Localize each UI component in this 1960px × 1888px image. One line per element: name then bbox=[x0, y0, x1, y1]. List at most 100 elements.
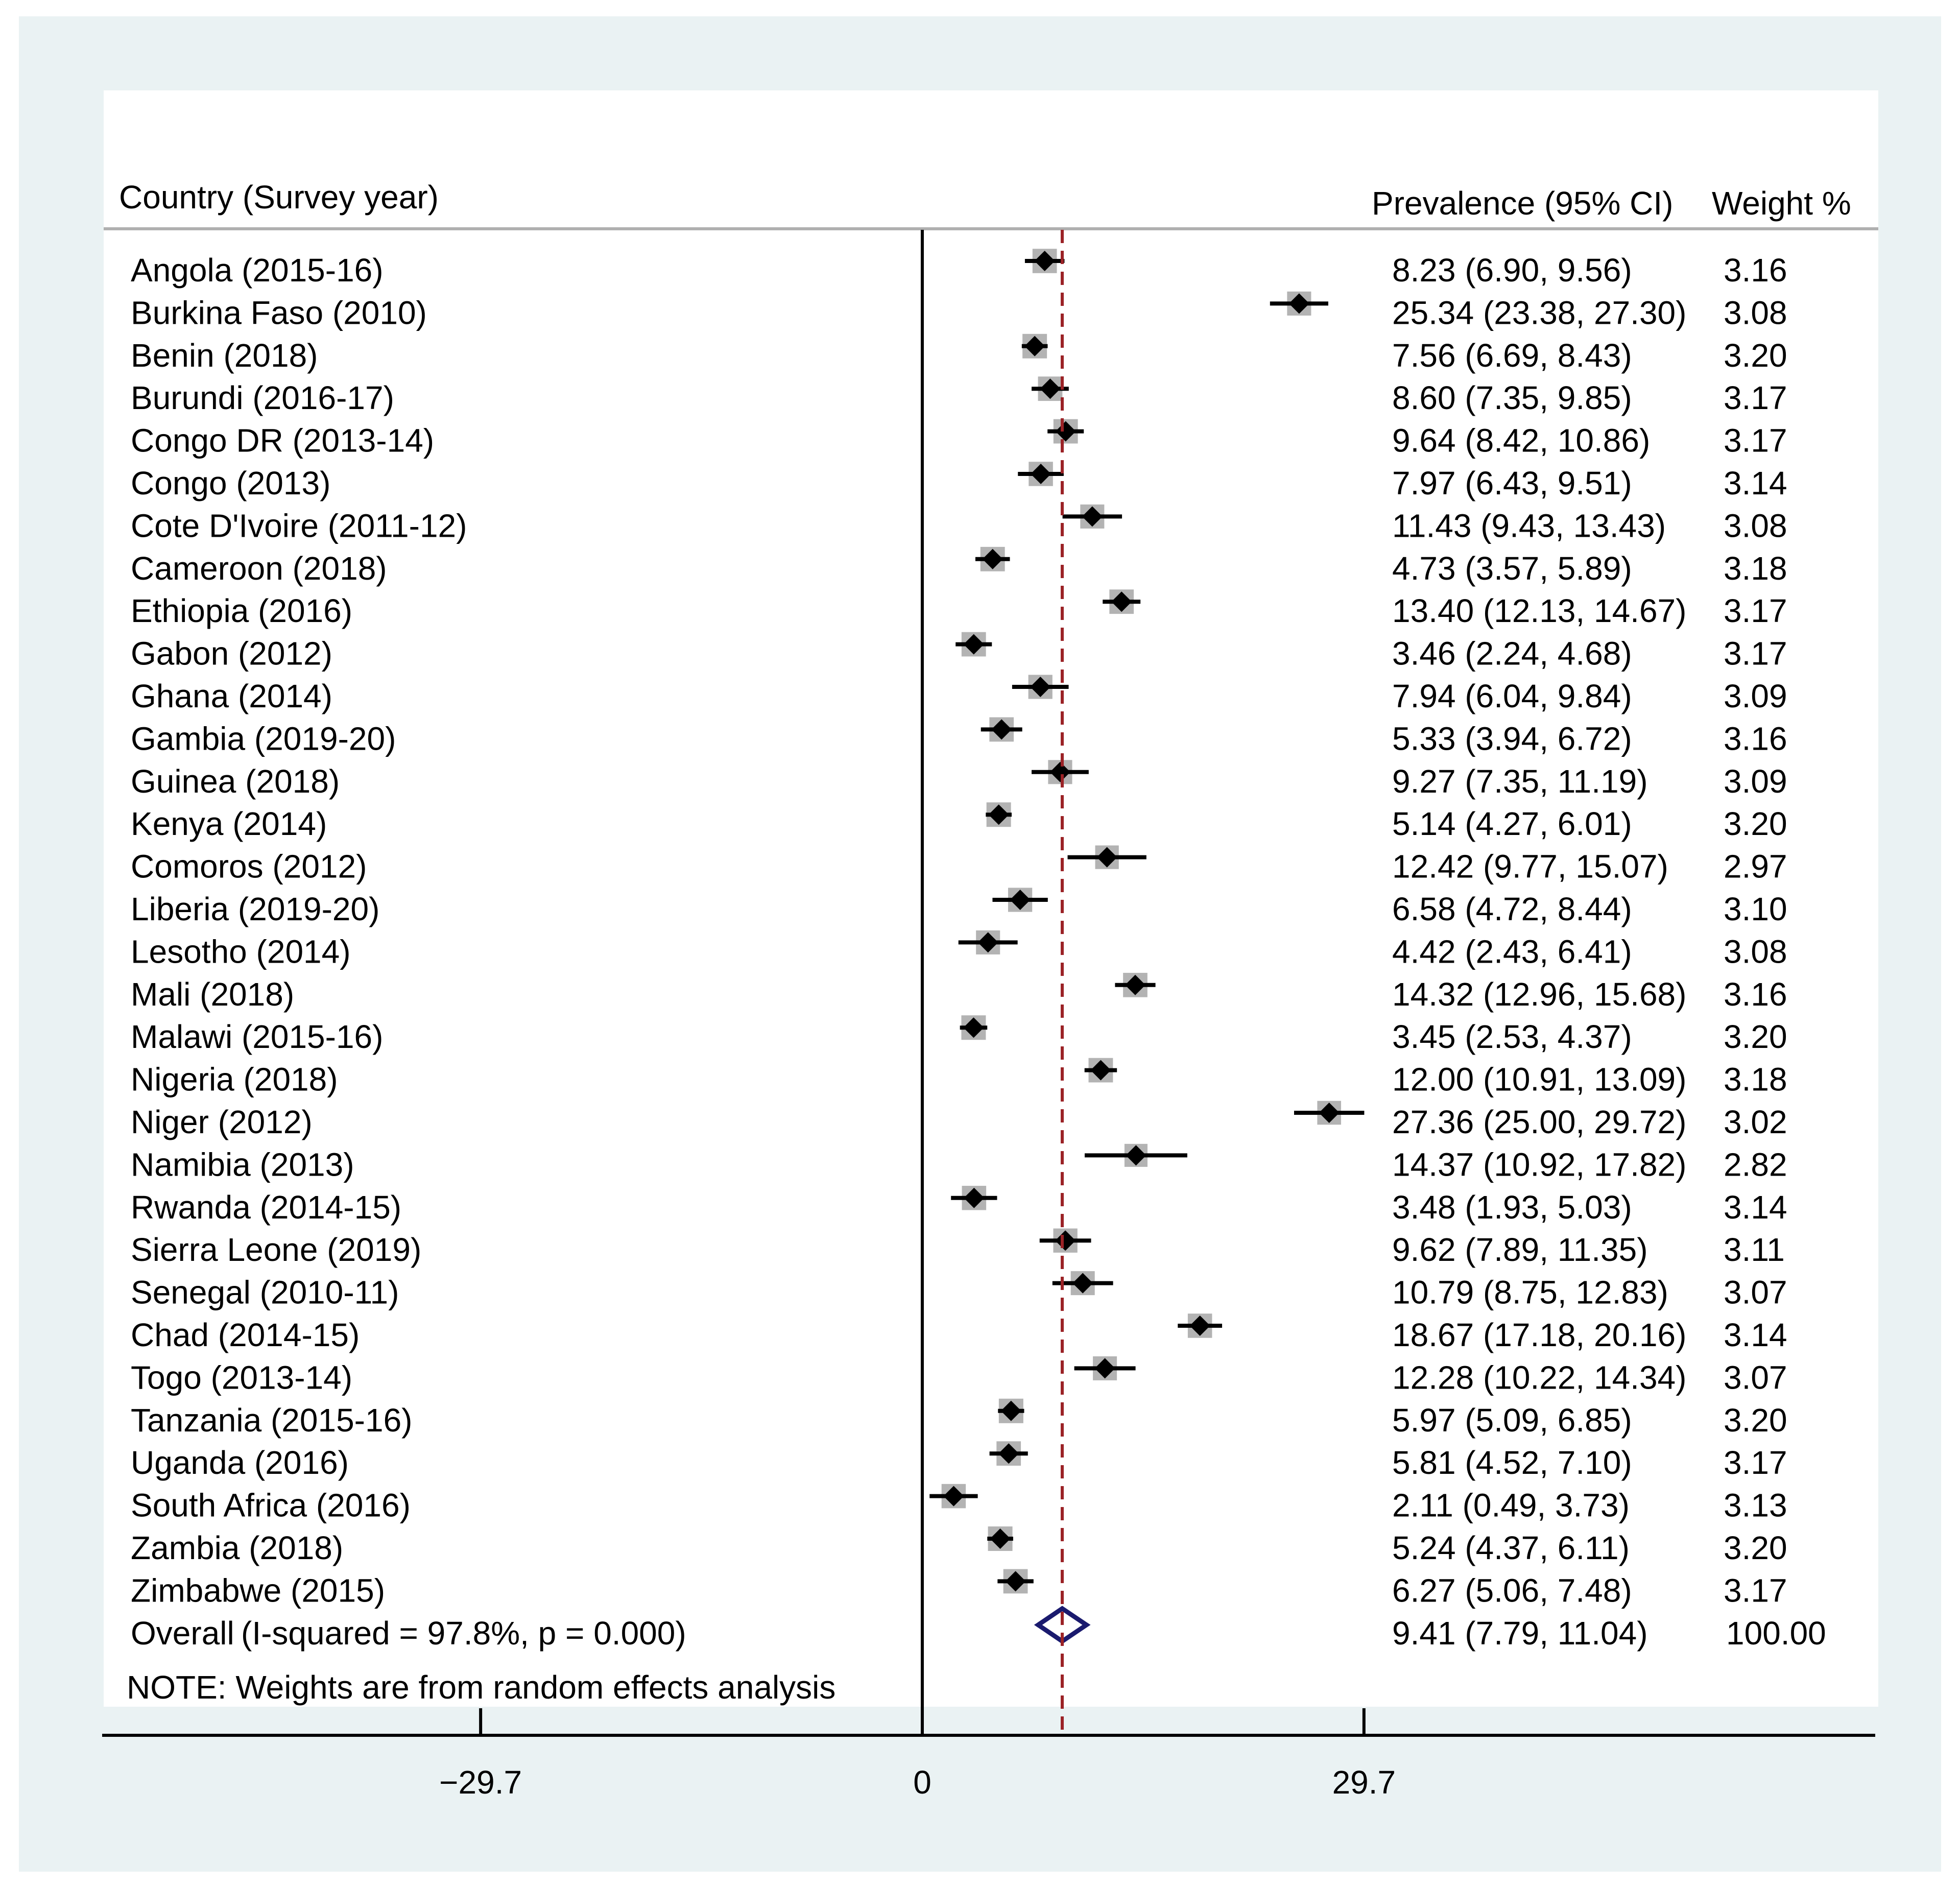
study-ci-text: 9.64 (8.42, 10.86) bbox=[1392, 422, 1650, 459]
study-row: Togo (2013-14) 12.28 (10.22, 14.34) 3.07 bbox=[131, 1356, 1787, 1396]
study-label: Lesotho (2014) bbox=[131, 933, 351, 970]
study-row: Mali (2018) 14.32 (12.96, 15.68) 3.16 bbox=[131, 973, 1787, 1013]
study-label: Liberia (2019-20) bbox=[131, 891, 379, 927]
study-label: Rwanda (2014-15) bbox=[131, 1189, 401, 1226]
study-weight-text: 3.18 bbox=[1724, 1061, 1787, 1098]
study-weight-text: 3.07 bbox=[1724, 1274, 1787, 1311]
note-text: NOTE: Weights are from random effects an… bbox=[127, 1669, 835, 1706]
study-row: Chad (2014-15) 18.67 (17.18, 20.16) 3.14 bbox=[131, 1313, 1787, 1353]
study-row: Comoros (2012) 12.42 (9.77, 15.07) 2.97 bbox=[131, 845, 1787, 885]
study-label: Ghana (2014) bbox=[131, 678, 332, 714]
study-label: Gambia (2019-20) bbox=[131, 720, 396, 757]
study-label: Burkina Faso (2010) bbox=[131, 294, 427, 331]
study-ci-text: 7.94 (6.04, 9.84) bbox=[1392, 678, 1632, 714]
study-label: Guinea (2018) bbox=[131, 763, 340, 800]
study-row: Kenya (2014) 5.14 (4.27, 6.01) 3.20 bbox=[131, 802, 1787, 842]
study-row: Zambia (2018) 5.24 (4.37, 6.11) 3.20 bbox=[131, 1526, 1787, 1566]
study-weight-text: 3.09 bbox=[1724, 678, 1787, 714]
study-row: Malawi (2015-16) 3.45 (2.53, 4.37) 3.20 bbox=[131, 1015, 1787, 1055]
study-label: Mali (2018) bbox=[131, 976, 294, 1013]
header-study-label: Country (Survey year) bbox=[119, 179, 439, 216]
study-label: Kenya (2014) bbox=[131, 805, 327, 842]
study-label: Namibia (2013) bbox=[131, 1146, 354, 1183]
study-weight-text: 3.20 bbox=[1724, 1402, 1787, 1439]
study-weight-text: 3.16 bbox=[1724, 976, 1787, 1013]
study-ci-text: 11.43 (9.43, 13.43) bbox=[1392, 507, 1666, 544]
study-weight-text: 3.14 bbox=[1724, 465, 1787, 501]
study-weight-text: 2.82 bbox=[1724, 1146, 1787, 1183]
forest-plot: Country (Survey year) Prevalence (95% CI… bbox=[0, 0, 1960, 1888]
study-row: Zimbabwe (2015) 6.27 (5.06, 7.48) 3.17 bbox=[131, 1569, 1787, 1609]
study-ci-text: 9.62 (7.89, 11.35) bbox=[1392, 1231, 1648, 1268]
study-label: Burundi (2016-17) bbox=[131, 379, 394, 416]
study-weight-text: 3.14 bbox=[1724, 1189, 1787, 1226]
study-ci-text: 3.46 (2.24, 4.68) bbox=[1392, 635, 1632, 672]
study-ci-text: 7.56 (6.69, 8.43) bbox=[1392, 337, 1632, 374]
study-ci-text: 27.36 (25.00, 29.72) bbox=[1392, 1104, 1686, 1140]
x-tick-label: 29.7 bbox=[1332, 1764, 1396, 1801]
study-label: Zambia (2018) bbox=[131, 1529, 343, 1566]
overall-heterogeneity: (I-squared = 97.8%, p = 0.000) bbox=[241, 1615, 686, 1652]
study-weight-text: 3.08 bbox=[1724, 294, 1787, 331]
overall-label: Overall bbox=[131, 1615, 234, 1652]
study-ci-text: 6.27 (5.06, 7.48) bbox=[1392, 1572, 1632, 1609]
x-tick-label: 0 bbox=[913, 1764, 931, 1801]
study-ci-text: 3.48 (1.93, 5.03) bbox=[1392, 1189, 1632, 1226]
study-ci-text: 14.37 (10.92, 17.82) bbox=[1392, 1146, 1686, 1183]
study-label: Congo DR (2013-14) bbox=[131, 422, 434, 459]
study-row: Rwanda (2014-15) 3.48 (1.93, 5.03) 3.14 bbox=[131, 1186, 1787, 1226]
study-row: Ghana (2014) 7.94 (6.04, 9.84) 3.09 bbox=[131, 675, 1787, 714]
study-label: South Africa (2016) bbox=[131, 1487, 411, 1524]
study-weight-text: 3.02 bbox=[1724, 1104, 1787, 1140]
study-weight-text: 3.14 bbox=[1724, 1317, 1787, 1353]
study-row: Benin (2018) 7.56 (6.69, 8.43) 3.20 bbox=[131, 334, 1787, 374]
study-ci-text: 12.28 (10.22, 14.34) bbox=[1392, 1359, 1686, 1396]
study-label: Chad (2014-15) bbox=[131, 1317, 360, 1353]
study-row: Liberia (2019-20) 6.58 (4.72, 8.44) 3.10 bbox=[131, 888, 1787, 927]
study-label: Cote D'Ivoire (2011-12) bbox=[131, 507, 467, 544]
x-axis: −29.7 0 29.7 bbox=[102, 1708, 1875, 1801]
study-row: Ethiopia (2016) 13.40 (12.13, 14.67) 3.17 bbox=[131, 589, 1787, 629]
study-ci-text: 5.81 (4.52, 7.10) bbox=[1392, 1444, 1632, 1481]
study-label: Benin (2018) bbox=[131, 337, 318, 374]
study-label: Zimbabwe (2015) bbox=[131, 1572, 385, 1609]
study-row: Congo DR (2013-14) 9.64 (8.42, 10.86) 3.17 bbox=[131, 419, 1787, 459]
study-weight-text: 3.17 bbox=[1724, 1444, 1787, 1481]
study-label: Tanzania (2015-16) bbox=[131, 1402, 412, 1439]
study-label: Gabon (2012) bbox=[131, 635, 332, 672]
study-row: Burundi (2016-17) 8.60 (7.35, 9.85) 3.17 bbox=[131, 376, 1787, 416]
study-weight-text: 3.18 bbox=[1724, 550, 1787, 587]
study-weight-text: 3.17 bbox=[1724, 422, 1787, 459]
study-row: Cote D'Ivoire (2011-12) 11.43 (9.43, 13.4… bbox=[131, 505, 1787, 544]
study-weight-text: 3.07 bbox=[1724, 1359, 1787, 1396]
study-label: Uganda (2016) bbox=[131, 1444, 349, 1481]
study-row: Tanzania (2015-16) 5.97 (5.09, 6.85) 3.20 bbox=[131, 1399, 1787, 1439]
study-ci-text: 4.73 (3.57, 5.89) bbox=[1392, 550, 1632, 587]
study-weight-text: 3.20 bbox=[1724, 805, 1787, 842]
study-ci-text: 2.11 (0.49, 3.73) bbox=[1392, 1487, 1630, 1524]
study-ci-text: 5.24 (4.37, 6.11) bbox=[1392, 1529, 1630, 1566]
study-label: Sierra Leone (2019) bbox=[131, 1231, 421, 1268]
overall-row: Overall (I-squared = 97.8%, p = 0.000) 9.4… bbox=[131, 1609, 1826, 1652]
study-ci-text: 7.97 (6.43, 9.51) bbox=[1392, 465, 1632, 501]
study-ci-text: 8.23 (6.90, 9.56) bbox=[1392, 252, 1632, 289]
study-ci-text: 12.00 (10.91, 13.09) bbox=[1392, 1061, 1686, 1098]
header-estimate-label: Prevalence (95% CI) bbox=[1372, 185, 1673, 222]
study-weight-text: 3.16 bbox=[1724, 252, 1787, 289]
study-ci-text: 5.33 (3.94, 6.72) bbox=[1392, 720, 1632, 757]
study-weight-text: 3.17 bbox=[1724, 1572, 1787, 1609]
study-weight-text: 3.11 bbox=[1724, 1231, 1785, 1268]
study-label: Comoros (2012) bbox=[131, 848, 367, 885]
study-row: Niger (2012) 27.36 (25.00, 29.72) 3.02 bbox=[131, 1101, 1787, 1140]
study-row: South Africa (2016) 2.11 (0.49, 3.73) 3.13 bbox=[131, 1484, 1787, 1524]
study-ci-text: 25.34 (23.38, 27.30) bbox=[1392, 294, 1686, 331]
study-ci-text: 5.97 (5.09, 6.85) bbox=[1392, 1402, 1632, 1439]
overall-ci-text: 9.41 (7.79, 11.04) bbox=[1392, 1615, 1648, 1652]
study-weight-text: 2.97 bbox=[1724, 848, 1787, 885]
study-weight-text: 3.09 bbox=[1724, 763, 1787, 800]
study-weight-text: 3.17 bbox=[1724, 635, 1787, 672]
study-label: Niger (2012) bbox=[131, 1104, 313, 1140]
study-row: Sierra Leone (2019) 9.62 (7.89, 11.35) 3.1… bbox=[131, 1229, 1785, 1269]
study-weight-text: 3.16 bbox=[1724, 720, 1787, 757]
study-label: Togo (2013-14) bbox=[131, 1359, 352, 1396]
